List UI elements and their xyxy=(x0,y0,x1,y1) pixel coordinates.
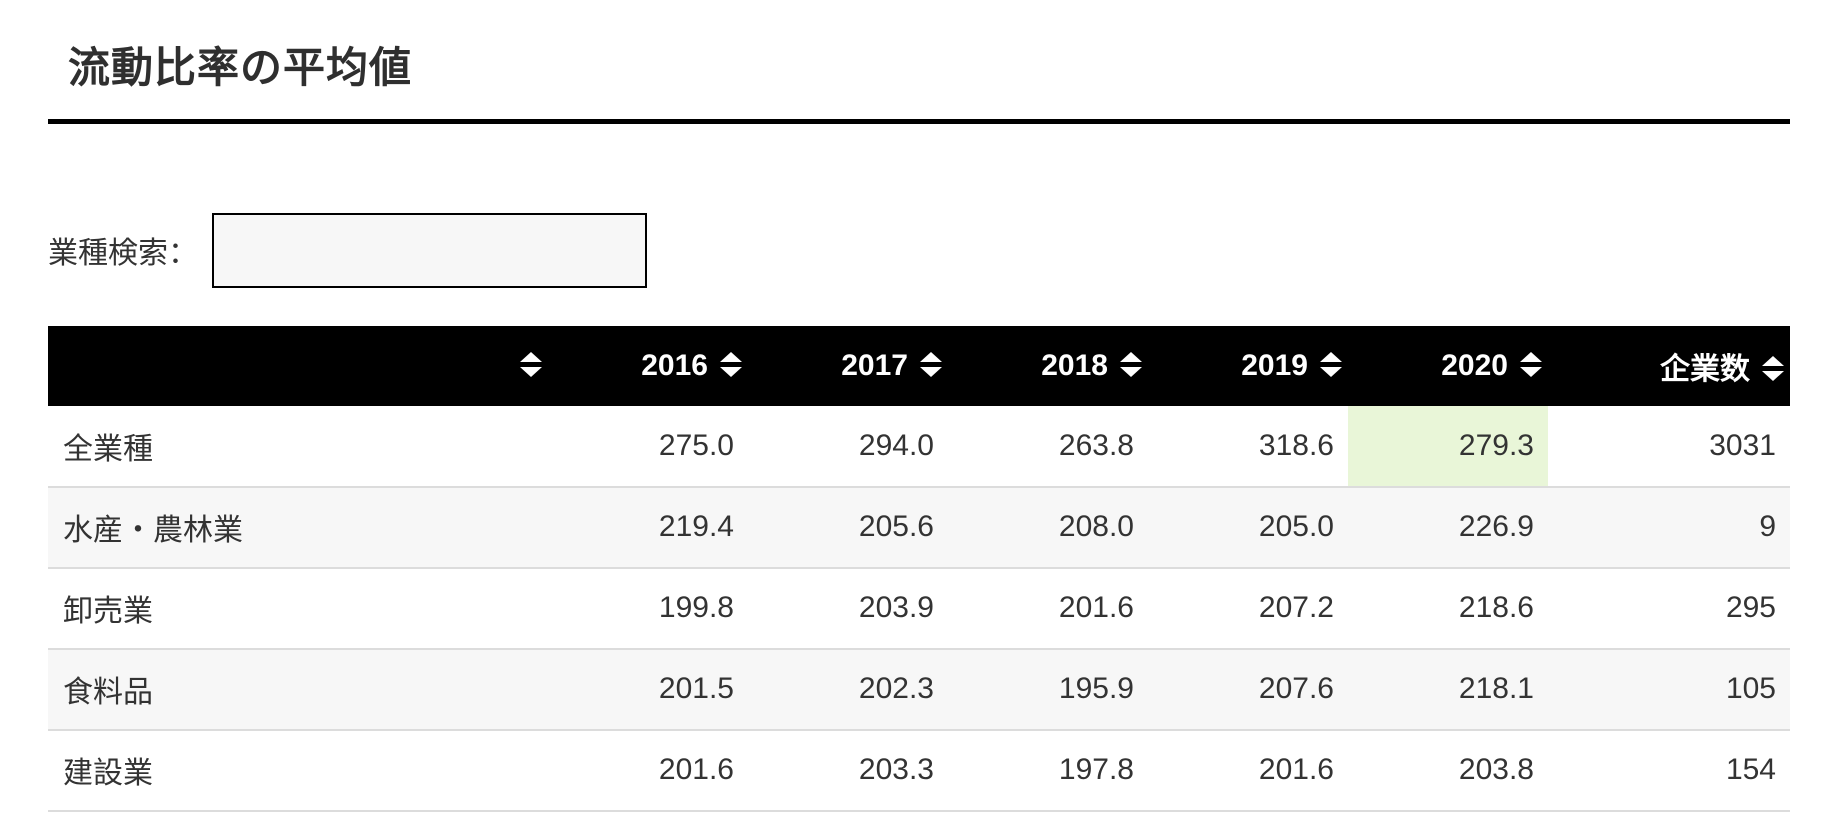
table-row: 食料品 201.5 202.3 195.9 207.6 218.1 105 xyxy=(48,648,1790,731)
industry-name-cell: 卸売業 xyxy=(48,567,548,650)
table-row: 卸売業 199.8 203.9 201.6 207.2 218.6 295 xyxy=(48,567,1790,650)
column-header-label: 企業数 xyxy=(1660,352,1750,386)
column-header-label: 2017 xyxy=(841,348,908,382)
value-cell: 263.8 xyxy=(948,405,1148,488)
value-cell: 197.8 xyxy=(948,729,1148,812)
sort-icon xyxy=(1120,352,1142,378)
column-header-label: 2020 xyxy=(1441,348,1508,382)
column-header-industry[interactable] xyxy=(48,325,548,406)
value-cell: 208.0 xyxy=(948,486,1148,569)
column-header-label: 2019 xyxy=(1241,348,1308,382)
value-cell: 202.3 xyxy=(748,648,948,731)
value-cell: 207.2 xyxy=(1148,567,1348,650)
value-cell: 199.8 xyxy=(548,567,748,650)
value-cell: 218.6 xyxy=(1348,567,1548,650)
value-cell: 201.5 xyxy=(548,648,748,731)
sort-icon xyxy=(720,352,742,378)
value-cell: 201.6 xyxy=(1148,729,1348,812)
table-header: 2016 2017 2018 2019 2020 企業数 xyxy=(48,325,1790,406)
sort-icon xyxy=(520,352,542,378)
value-cell: 201.6 xyxy=(948,567,1148,650)
industry-name-cell: 全業種 xyxy=(48,405,548,488)
company-count-cell: 9 xyxy=(1548,486,1790,569)
title-divider xyxy=(48,118,1790,124)
column-header-2017[interactable]: 2017 xyxy=(748,325,948,406)
company-count-cell: 295 xyxy=(1548,567,1790,650)
column-header-label: 2018 xyxy=(1041,348,1108,382)
sort-icon xyxy=(1520,352,1542,378)
page-content: 流動比率の平均値 業種検索： 2016 2017 2018 xyxy=(48,0,1790,812)
value-cell: 218.1 xyxy=(1348,648,1548,731)
column-header-2019[interactable]: 2019 xyxy=(1148,325,1348,406)
company-count-cell: 3031 xyxy=(1548,405,1790,488)
value-cell: 203.8 xyxy=(1348,729,1548,812)
company-count-cell: 154 xyxy=(1548,729,1790,812)
industry-name-cell: 水産・農林業 xyxy=(48,486,548,569)
column-header-label: 2016 xyxy=(641,348,708,382)
industry-name-cell: 建設業 xyxy=(48,729,548,812)
industry-search-label: 業種検索： xyxy=(48,237,198,270)
value-cell: 294.0 xyxy=(748,405,948,488)
column-header-company-count[interactable]: 企業数 xyxy=(1548,325,1790,406)
value-cell: 201.6 xyxy=(548,729,748,812)
value-cell: 203.9 xyxy=(748,567,948,650)
sort-icon xyxy=(1762,356,1784,382)
value-cell: 318.6 xyxy=(1148,405,1348,488)
value-cell: 203.3 xyxy=(748,729,948,812)
value-cell: 195.9 xyxy=(948,648,1148,731)
company-count-cell: 105 xyxy=(1548,648,1790,731)
industry-name-cell: 食料品 xyxy=(48,648,548,731)
industry-search-input[interactable] xyxy=(212,212,647,288)
industry-search-row: 業種検索： xyxy=(48,212,1790,288)
column-header-2016[interactable]: 2016 xyxy=(548,325,748,406)
column-header-2020[interactable]: 2020 xyxy=(1348,325,1548,406)
table-row: 建設業 201.6 203.3 197.8 201.6 203.8 154 xyxy=(48,729,1790,812)
value-cell: 205.6 xyxy=(748,486,948,569)
table-row: 全業種 275.0 294.0 263.8 318.6 279.3 3031 xyxy=(48,405,1790,488)
value-cell: 275.0 xyxy=(548,405,748,488)
value-cell: 205.0 xyxy=(1148,486,1348,569)
value-cell: 219.4 xyxy=(548,486,748,569)
page-title: 流動比率の平均値 xyxy=(68,44,413,91)
column-header-2018[interactable]: 2018 xyxy=(948,325,1148,406)
sort-icon xyxy=(1320,352,1342,378)
value-cell: 207.6 xyxy=(1148,648,1348,731)
ratio-table: 2016 2017 2018 2019 2020 企業数 xyxy=(48,325,1790,812)
value-cell: 226.9 xyxy=(1348,486,1548,569)
sort-icon xyxy=(920,352,942,378)
header-row: 2016 2017 2018 2019 2020 企業数 xyxy=(48,325,1790,406)
highlighted-cell-2020-all-industries: 279.3 xyxy=(1348,405,1548,488)
table-row: 水産・農林業 219.4 205.6 208.0 205.0 226.9 9 xyxy=(48,486,1790,569)
table-body: 全業種 275.0 294.0 263.8 318.6 279.3 3031 水… xyxy=(48,405,1790,812)
